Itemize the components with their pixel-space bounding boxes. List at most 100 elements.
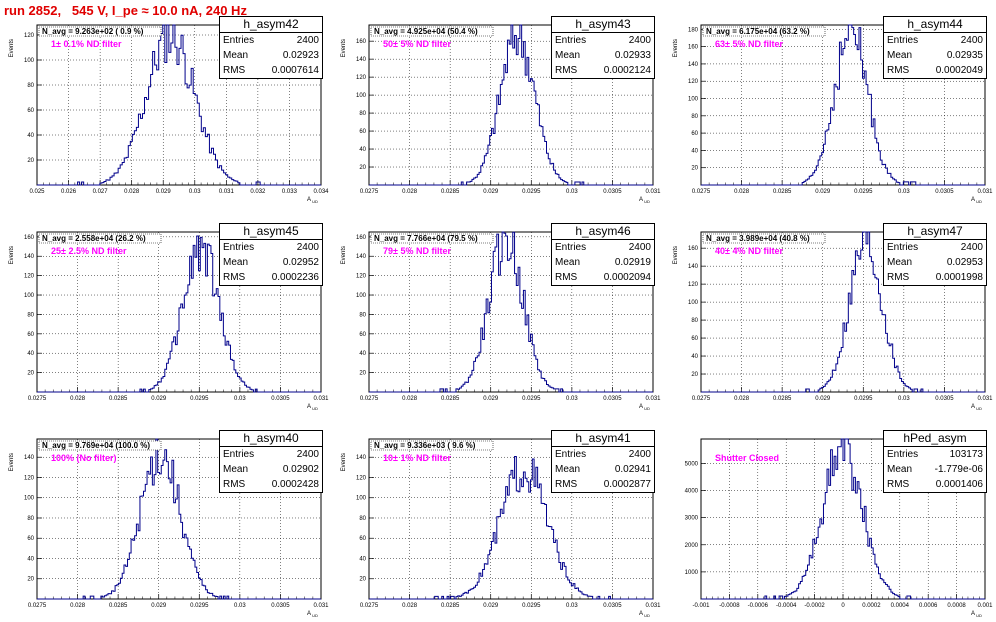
x-tick-label: 0.031 [219,189,235,195]
x-tick-label: 0.0275 [360,189,379,195]
y-tick-label: 3000 [685,516,699,522]
histogram-panel-h_asym45: 0.0275 0.028 0.0285 0.029 0.0295 0.03 0.0305 0.… [0,208,332,415]
stats-row: Mean 0.02941 [552,462,654,477]
x-tick-label: 0.0305 [935,189,954,195]
navg-label: N_avg = 9.336e+03 ( 9.6 %) [374,441,476,450]
x-tick-label: 0.031 [645,603,661,609]
y-axis-label: Events [9,246,15,264]
y-tick-label: 120 [24,33,35,39]
filter-annotation: 79± 5% ND filter [383,246,451,256]
histogram-steps [701,24,985,186]
x-axis-label: A UD [971,404,982,411]
x-tick-label: 0.0002 [862,603,881,609]
stats-row: Mean 0.02919 [552,255,654,270]
x-tick-label: 0.029 [483,396,499,402]
stats-value: 2400 [296,449,319,460]
stats-key: Mean [223,464,249,475]
stats-box: h_asym40 Entries 2400 Mean 0.02902 RMS 0.00024… [219,430,323,493]
y-tick-label: 40 [691,148,698,154]
stats-row: RMS 0.0001406 [884,477,986,492]
x-tick-label: 0.03 [566,396,578,402]
stats-title: h_asym44 [884,17,986,33]
stats-box: hPed_asym Entries 103173 Mean -1.779e-06 RMS 0… [883,430,987,493]
x-tick-label: 0.029 [151,396,167,402]
y-axis-label: Events [9,39,15,57]
x-tick-label: 0.0295 [522,603,541,609]
filter-annotation: Shutter Closed [715,453,779,463]
y-tick-label: 160 [688,45,699,51]
filter-annotation: 10± 1% ND filter [383,453,451,463]
navg-box [702,26,826,37]
y-tick-label: 120 [688,79,699,85]
x-tick-label: 0.031 [977,189,993,195]
x-tick-label: 0.0305 [935,396,954,402]
stats-key: Mean [555,464,581,475]
x-tick-label: 0.0006 [919,603,938,609]
x-axis-label: A UD [971,197,982,204]
histogram-steps [37,235,321,393]
x-tick-label: 0.034 [313,189,329,195]
x-tick-label: 0.0285 [109,396,128,402]
x-tick-label: 0.03 [566,603,578,609]
y-tick-label: 20 [359,577,366,583]
x-tick-label: 0.029 [483,603,499,609]
y-tick-label: 20 [691,166,698,172]
stats-box: h_asym44 Entries 2400 Mean 0.02935 RMS 0.00020… [883,16,987,79]
stats-row: Entries 2400 [884,33,986,48]
stats-value: 2400 [628,242,651,253]
stats-key: RMS [555,272,578,283]
histogram-panel-h_asym44: 0.0275 0.028 0.0285 0.029 0.0295 0.03 0.0305 0.… [664,1,996,208]
stats-key: Entries [555,242,587,253]
stats-key: Mean [555,257,581,268]
y-tick-label: 140 [356,455,367,461]
navg-box [370,233,494,244]
y-tick-label: 140 [356,254,367,260]
x-tick-label: 0.026 [61,189,77,195]
y-tick-label: 120 [24,274,35,280]
x-tick-label: 0.0305 [271,396,290,402]
stats-value: 0.02919 [614,257,651,268]
x-tick-label: 0 [841,603,845,609]
x-axis-label: A UD [307,197,318,204]
y-tick-label: 20 [27,577,34,583]
y-tick-label: 120 [24,475,35,481]
y-tick-label: 4000 [685,489,699,495]
y-tick-label: 80 [27,516,34,522]
stats-key: Mean [887,464,913,475]
x-tick-label: 0.029 [156,189,172,195]
y-tick-label: 160 [688,246,699,252]
stats-row: Mean 0.02933 [552,48,654,63]
navg-label: N_avg = 4.925e+04 (50.4 %) [374,27,478,36]
y-tick-label: 20 [691,372,698,378]
y-tick-label: 80 [691,114,698,120]
stats-value: 0.0002877 [603,479,651,490]
stats-value: 0.0001998 [935,272,983,283]
x-tick-label: 0.029 [151,603,167,609]
stats-row: RMS 0.0002236 [220,270,322,285]
stats-row: Entries 2400 [220,447,322,462]
stats-value: 2400 [960,242,983,253]
stats-value: 0.0002124 [603,65,651,76]
navg-label: N_avg = 2.558e+04 (26.2 %) [42,234,146,243]
y-tick-label: 160 [356,235,367,241]
navg-box [370,26,494,37]
stats-key: Entries [223,449,255,460]
stats-row: RMS 0.0002049 [884,63,986,78]
x-tick-label: -0.0002 [804,603,825,609]
stats-value: 2400 [960,35,983,46]
histogram-steps [369,24,653,186]
stats-key: Entries [887,35,919,46]
y-tick-label: 20 [359,165,366,171]
stats-row: Entries 2400 [552,240,654,255]
y-axis-label: Events [673,39,679,57]
stats-row: Entries 2400 [552,33,654,48]
x-tick-label: 0.031 [645,396,661,402]
stats-key: RMS [223,479,246,490]
stats-value: 0.0007614 [271,65,319,76]
y-tick-label: 100 [688,300,699,306]
y-tick-label: 5000 [685,461,699,467]
stats-value: 0.0002094 [603,272,651,283]
histogram-steps [37,438,321,600]
y-axis-label: Events [341,246,347,264]
x-tick-label: 0.0275 [360,396,379,402]
